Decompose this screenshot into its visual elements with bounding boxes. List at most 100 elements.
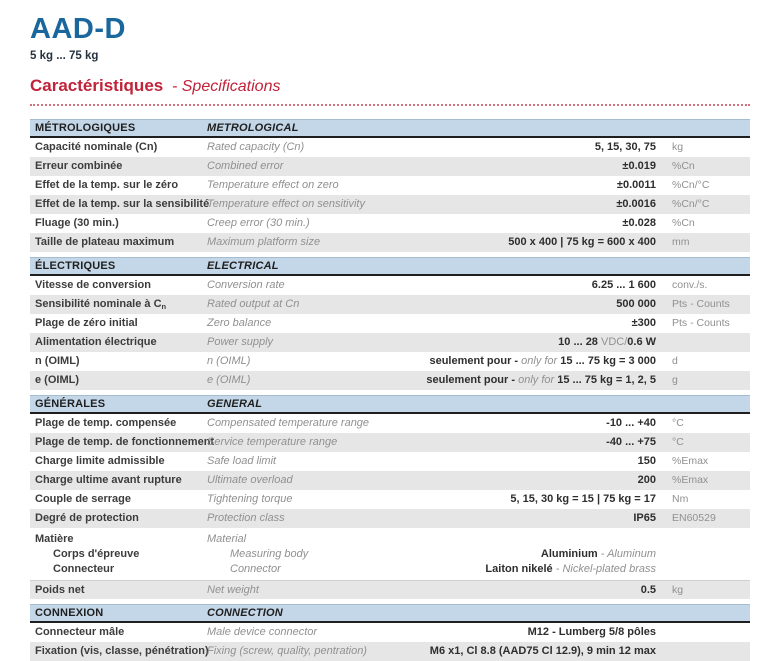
spec-value: 10 ... 28 VDC/0.6 W	[558, 336, 656, 349]
specifications-heading: Caractéristiques - Specifications	[30, 76, 750, 106]
spec-value: 500 000	[616, 298, 656, 311]
spec-unit: mm	[672, 236, 690, 249]
spec-unit: kg	[672, 583, 684, 596]
spec-label-fr: Taille de plateau maximum	[35, 236, 175, 249]
section-header-en: CONNECTION	[207, 606, 283, 619]
spec-label-en: Creep error (30 min.)	[207, 217, 310, 230]
page-title: AAD-D	[30, 13, 126, 45]
spec-value: ±0.0011	[616, 179, 656, 192]
spec-value: -10 ... +40	[606, 417, 656, 430]
spec-label-en: e (OIML)	[207, 374, 251, 387]
spec-label-en: Zero balance	[207, 317, 272, 330]
spec-value: ±0.019	[622, 160, 656, 173]
spec-label-en: Service temperature range	[207, 436, 338, 449]
spec-row-compensated-temp: Plage de temp. compensée Compensated tem…	[30, 414, 750, 433]
spec-row-tightening-torque: Couple de serrage Tightening torque 5, 1…	[30, 490, 750, 509]
section-header-en: GENERAL	[207, 397, 263, 410]
spec-label-en: Combined error	[207, 160, 284, 173]
spec-unit: %Cn	[672, 217, 695, 230]
spec-label-fr: Alimentation électrique	[35, 336, 157, 349]
spec-value: 5, 15, 30, 75	[594, 141, 656, 154]
spec-value: ±0.0016	[616, 198, 656, 211]
spec-label-fr: Plage de zéro initial	[35, 317, 138, 330]
section-header-general: GÉNÉRALES GENERAL	[30, 394, 750, 414]
spec-row-fixing: Fixation (vis, classe, pénétration) Fixi…	[30, 641, 750, 661]
spec-unit: %Cn	[672, 160, 695, 173]
spec-label-fr: Plage de temp. compensée	[35, 417, 177, 430]
spec-label-fr: Connecteur mâle	[35, 626, 125, 639]
section-header-metrological: MÉTROLOGIQUES METROLOGICAL	[30, 118, 750, 138]
spec-row-temp-effect-zero: Effet de la temp. sur le zéro Temperatur…	[30, 176, 750, 195]
spec-unit: °C	[672, 436, 684, 449]
spec-label-en: Safe load limit	[207, 455, 277, 468]
spec-unit: %Emax	[672, 474, 709, 487]
spec-value: M12 - Lumberg 5/8 pôles	[527, 626, 656, 639]
spec-row-connector-material: Connecteur Connector Laiton nikelé - Nic…	[30, 562, 750, 577]
spec-value: 5, 15, 30 kg = 15 | 75 kg = 17	[510, 493, 656, 506]
spec-unit: EN60529	[672, 512, 716, 525]
spec-label-en: Material	[207, 533, 247, 546]
spec-label-en: Power supply	[207, 336, 274, 349]
spec-row-material: Matière Material	[30, 532, 750, 547]
spec-row-creep-error: Fluage (30 min.) Creep error (30 min.) ±…	[30, 214, 750, 233]
spec-unit: %Cn/°C	[672, 179, 710, 192]
section-header-electrical: ÉLECTRIQUES ELECTRICAL	[30, 256, 750, 276]
section-header-fr: ÉLECTRIQUES	[35, 259, 116, 272]
section-header-fr: GÉNÉRALES	[35, 397, 106, 410]
spec-label-fr: Charge ultime avant rupture	[35, 474, 182, 487]
section-header-fr: MÉTROLOGIQUES	[35, 121, 136, 134]
spec-row-measuring-body: Corps d'épreuve Measuring body Aluminium…	[30, 547, 750, 562]
spec-unit: d	[672, 355, 678, 368]
spec-label-en: Conversion rate	[207, 279, 285, 292]
spec-row-power-supply: Alimentation électrique Power supply 10 …	[30, 332, 750, 352]
spec-value: 6.25 ... 1 600	[591, 279, 656, 292]
spec-label-en: Maximum platform size	[207, 236, 321, 249]
spec-unit: %Cn/°C	[672, 198, 710, 211]
spec-label-fr: Vitesse de conversion	[35, 279, 151, 292]
spec-label-en: Net weight	[207, 583, 259, 596]
spec-value: 500 x 400 | 75 kg = 600 x 400	[508, 236, 656, 249]
spec-row-ultimate-overload: Charge ultime avant rupture Ultimate ove…	[30, 470, 750, 490]
spec-label-fr: Capacité nominale (Cn)	[35, 141, 158, 154]
capacity-range: 5 kg ... 75 kg	[30, 50, 99, 63]
spec-label-en: Measuring body	[230, 548, 309, 561]
spec-label-en: Protection class	[207, 512, 285, 525]
spec-row-conversion-rate: Vitesse de conversion Conversion rate 6.…	[30, 276, 750, 295]
spec-row-service-temp: Plage de temp. de fonctionnement Service…	[30, 432, 750, 452]
spec-label-en: Rated output at Cn	[207, 298, 300, 311]
spec-unit: Pts - Counts	[672, 298, 730, 311]
spec-value: Laiton nikelé - Nickel-plated brass	[485, 563, 656, 576]
spec-unit: °C	[672, 417, 684, 430]
spec-label-en: Fixing (screw, quality, pentration)	[207, 645, 367, 658]
spec-label-fr: Plage de temp. de fonctionnement	[35, 436, 215, 449]
spec-label-fr: Effet de la temp. sur la sensibilité	[35, 198, 210, 211]
material-block: Matière Material Corps d'épreuve Measuri…	[30, 528, 750, 580]
spec-label-fr: Matière	[35, 533, 74, 546]
spec-label-fr: n (OIML)	[35, 355, 80, 368]
spec-label-fr: Couple de serrage	[35, 493, 131, 506]
spec-label-en: Rated capacity (Cn)	[207, 141, 305, 154]
table-general: GÉNÉRALES GENERAL Plage de temp. compens…	[30, 394, 750, 599]
spec-label-en: n (OIML)	[207, 355, 251, 368]
section-header-en: METROLOGICAL	[207, 121, 299, 134]
spec-value: seulement pour - only for 15 ... 75 kg =…	[429, 355, 656, 368]
section-header-connection: CONNEXION CONNECTION	[30, 603, 750, 623]
spec-unit: Nm	[672, 493, 689, 506]
spec-label-fr: Degré de protection	[35, 512, 139, 525]
spec-label-fr: e (OIML)	[35, 374, 79, 387]
spec-row-combined-error: Erreur combinée Combined error ±0.019 %C…	[30, 156, 750, 176]
spec-row-male-connector: Connecteur mâle Male device connector M1…	[30, 623, 750, 642]
spec-unit: Pts - Counts	[672, 317, 730, 330]
spec-value: Aluminium - Aluminum	[540, 548, 656, 561]
specifications-heading-en: - Specifications	[171, 78, 281, 96]
spec-value: -40 ... +75	[606, 436, 656, 449]
spec-value: 200	[637, 474, 656, 487]
spec-row-rated-capacity: Capacité nominale (Cn) Rated capacity (C…	[30, 138, 750, 157]
spec-label-fr: Erreur combinée	[35, 160, 123, 173]
spec-row-max-platform-size: Taille de plateau maximum Maximum platfo…	[30, 232, 750, 252]
table-connection: CONNEXION CONNECTION Connecteur mâle Mal…	[30, 603, 750, 661]
spec-label-en: Connector	[230, 563, 281, 576]
spec-value: ±0.028	[622, 217, 656, 230]
table-electrical: ÉLECTRIQUES ELECTRICAL Vitesse de conver…	[30, 256, 750, 390]
